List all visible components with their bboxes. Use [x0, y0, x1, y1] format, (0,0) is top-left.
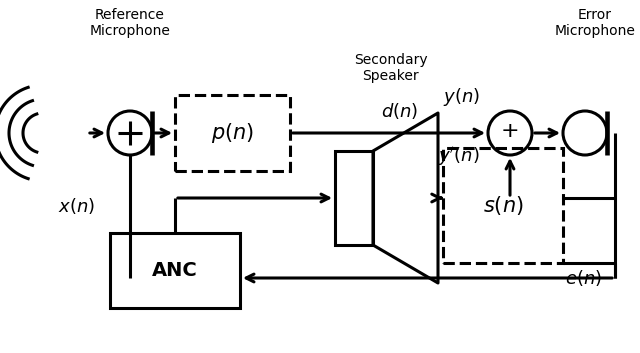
- Text: $e(n)$: $e(n)$: [565, 268, 602, 288]
- Text: +: +: [500, 121, 519, 141]
- Text: $p(n)$: $p(n)$: [211, 121, 254, 145]
- Bar: [110, 233, 240, 308]
- Text: Error
Microphone: Error Microphone: [555, 8, 636, 38]
- Text: Secondary
Speaker: Secondary Speaker: [354, 53, 428, 83]
- Text: ANC: ANC: [152, 261, 198, 280]
- Bar: [175, 95, 290, 171]
- Bar: [335, 151, 373, 245]
- Text: $y'(n)$: $y'(n)$: [438, 145, 480, 168]
- Text: Reference
Microphone: Reference Microphone: [90, 8, 170, 38]
- Bar: [443, 148, 563, 263]
- Text: $s(n)$: $s(n)$: [483, 194, 524, 217]
- Text: $d(n)$: $d(n)$: [381, 101, 419, 121]
- Text: $y(n)$: $y(n)$: [443, 86, 480, 108]
- Text: $x(n)$: $x(n)$: [58, 196, 95, 215]
